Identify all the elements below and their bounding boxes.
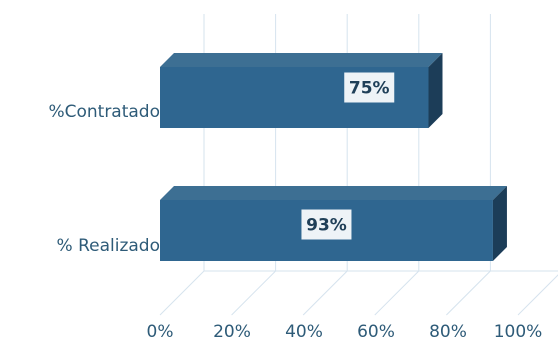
x-tick-40: 40% bbox=[285, 322, 323, 342]
gridline-floor-0 bbox=[159, 270, 205, 316]
bar-side-realizado bbox=[492, 186, 507, 261]
data-label-contratado: 75% bbox=[349, 79, 390, 99]
data-labels: 75% 93% bbox=[301, 72, 395, 240]
gridline-floor-1 bbox=[231, 270, 276, 316]
bar-top-realizado bbox=[160, 186, 507, 200]
gridline-floor-4 bbox=[446, 270, 491, 316]
x-axis-ticks: 0% 20% 40% 60% 80% 100% bbox=[147, 322, 543, 342]
category-labels: %Contratado % Realizado bbox=[48, 102, 160, 256]
bar-contratado bbox=[160, 53, 443, 128]
data-label-realizado: 93% bbox=[306, 216, 347, 236]
category-label-contratado: %Contratado bbox=[48, 102, 160, 122]
gridline-floor-2 bbox=[302, 270, 348, 316]
category-label-realizado: % Realizado bbox=[57, 236, 160, 256]
data-label-box-contratado bbox=[344, 72, 395, 103]
x-tick-0: 0% bbox=[147, 322, 174, 342]
gridline-floor-5 bbox=[517, 274, 558, 316]
gridline-floor-3 bbox=[374, 270, 420, 316]
x-tick-80: 80% bbox=[429, 322, 467, 342]
x-tick-60: 60% bbox=[357, 322, 395, 342]
x-tick-100: 100% bbox=[494, 322, 543, 342]
data-label-box-realizado bbox=[301, 209, 352, 240]
bar-side-contratado bbox=[428, 53, 443, 128]
bar-top-contratado bbox=[160, 53, 443, 67]
x-tick-20: 20% bbox=[213, 322, 251, 342]
